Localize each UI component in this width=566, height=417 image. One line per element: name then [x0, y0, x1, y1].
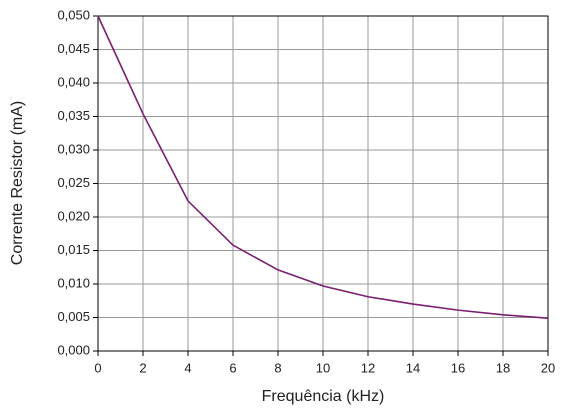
x-tick-label: 2 — [139, 360, 146, 375]
y-tick-label: 0,020 — [57, 208, 90, 223]
y-tick-label: 0,000 — [57, 342, 90, 357]
x-tick-label: 0 — [94, 360, 101, 375]
y-tick-label: 0,030 — [57, 141, 90, 156]
x-tick-label: 10 — [316, 360, 330, 375]
line — [97, 15, 549, 319]
x-tick-label: 4 — [184, 360, 191, 375]
x-tick-label: 20 — [541, 360, 555, 375]
y-tick-label: 0,040 — [57, 74, 90, 89]
plot-frame — [97, 15, 549, 352]
y-tick-label: 0,015 — [57, 242, 90, 257]
x-tick-label: 12 — [361, 360, 375, 375]
x-axis-title: Frequência (kHz) — [262, 388, 385, 405]
y-axis-title: Corrente Resistor (mA) — [9, 101, 26, 265]
x-tick-label: 6 — [229, 360, 236, 375]
x-tick-label: 16 — [451, 360, 465, 375]
x-tick-label: 14 — [406, 360, 420, 375]
y-tick-label: 0,005 — [57, 309, 90, 324]
y-tick-label: 0,050 — [57, 7, 90, 22]
y-tick-label: 0,035 — [57, 108, 90, 123]
x-tick-label: 18 — [496, 360, 510, 375]
x-tick-label: 8 — [274, 360, 281, 375]
y-tick-label: 0,025 — [57, 175, 90, 190]
y-tick-label: 0,010 — [57, 275, 90, 290]
y-tick-label: 0,045 — [57, 41, 90, 56]
